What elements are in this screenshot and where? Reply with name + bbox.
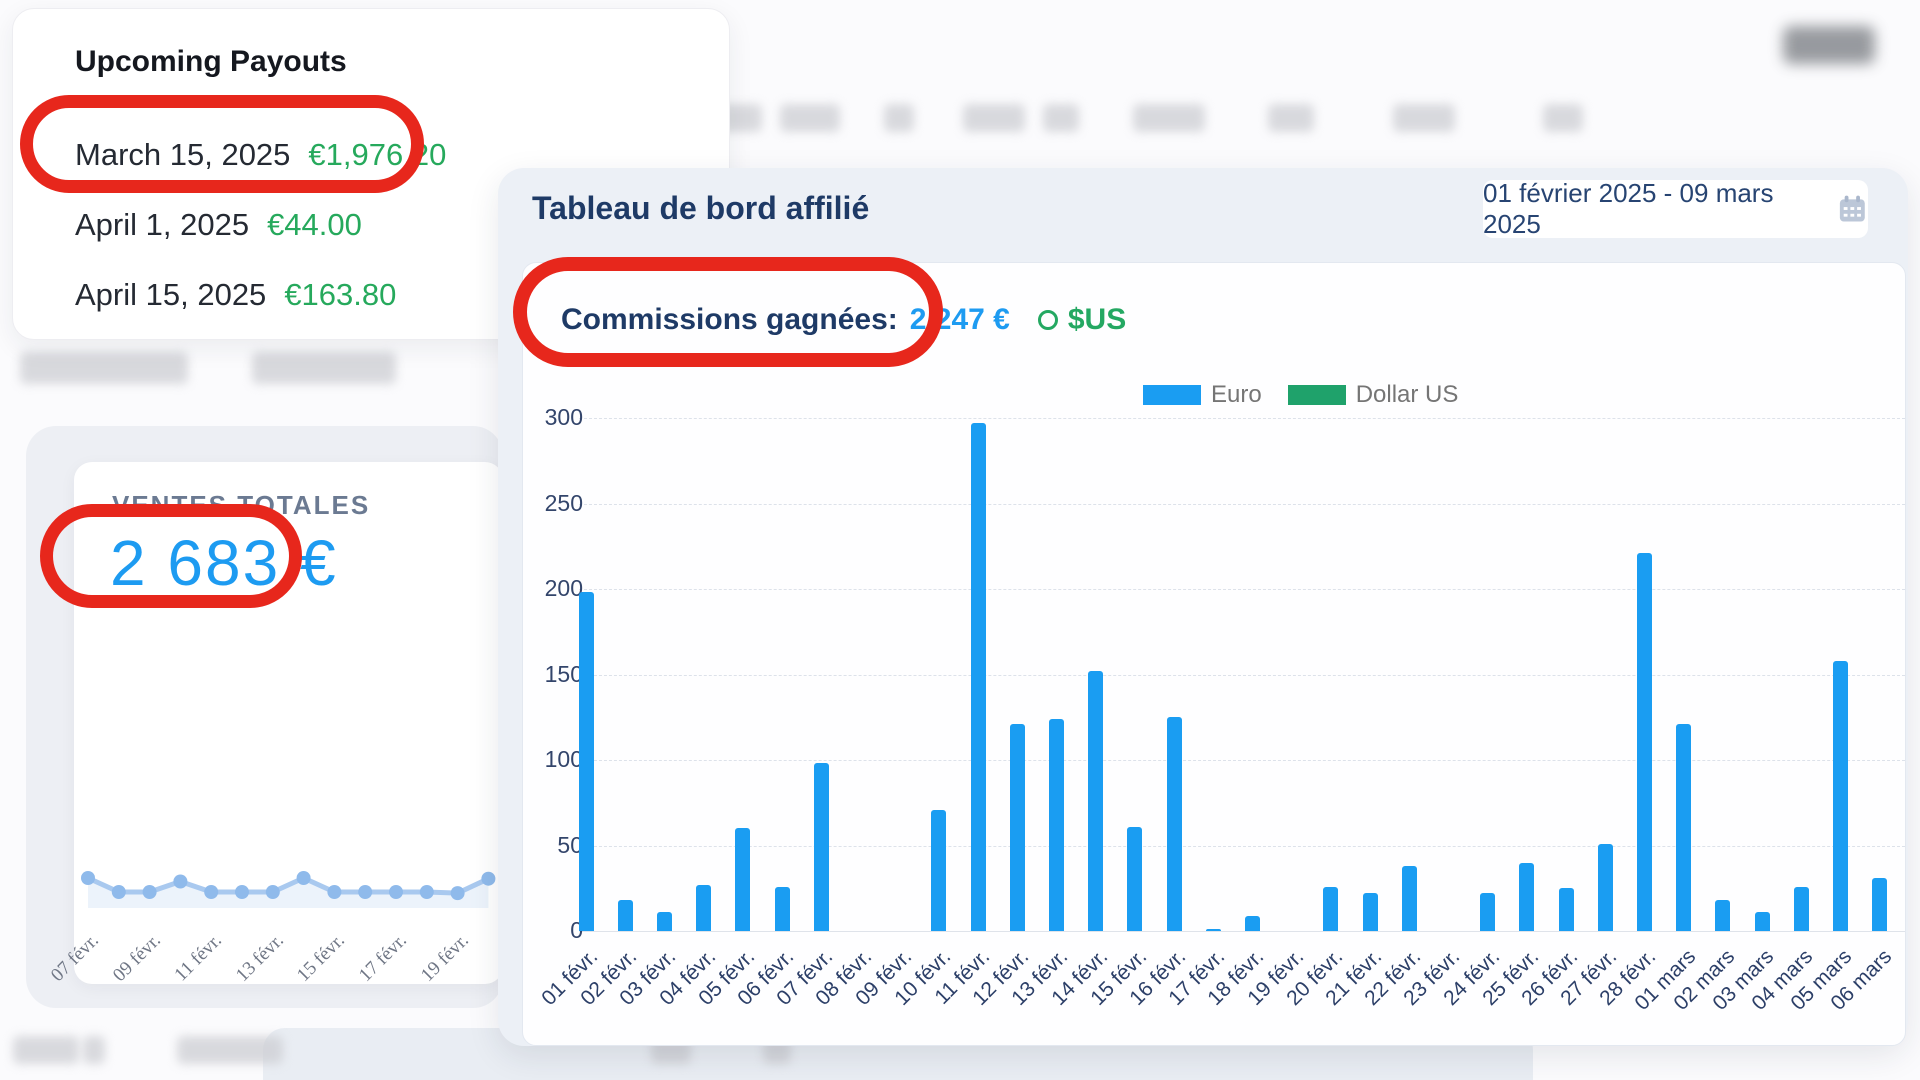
bar-euro-17 févr. bbox=[1205, 929, 1221, 931]
bar-euro-10 févr. bbox=[931, 809, 947, 931]
bar-euro-03 févr. bbox=[656, 912, 672, 931]
gridline bbox=[579, 418, 1905, 419]
date-range-picker[interactable]: 01 février 2025 - 09 mars 2025 bbox=[1483, 178, 1868, 239]
bar-euro-16 févr. bbox=[1166, 717, 1182, 931]
payouts-title: Upcoming Payouts bbox=[75, 45, 347, 78]
bar-euro-03 mars bbox=[1754, 912, 1770, 931]
commissions-chart-card: Commissions gagnées: 2 247 € $US Euro Dol… bbox=[522, 262, 1906, 1046]
blurred-text bbox=[252, 352, 396, 384]
blurred-button[interactable] bbox=[1783, 26, 1875, 64]
bar-euro-12 févr. bbox=[1009, 724, 1025, 931]
bar-euro-13 févr. bbox=[1048, 718, 1064, 931]
legend-swatch-icon bbox=[1287, 385, 1346, 405]
payout-row: April 15, 2025 €163.80 bbox=[75, 277, 396, 313]
commissions-label: Commissions gagnées: bbox=[561, 303, 898, 336]
bar-euro-11 févr. bbox=[970, 423, 986, 931]
bar-euro-06 févr. bbox=[774, 886, 790, 931]
blurred-table-header bbox=[1133, 104, 1205, 132]
legend-label: Dollar US bbox=[1355, 381, 1459, 408]
dashboard-title: Tableau de bord affilié bbox=[532, 190, 870, 226]
bar-euro-25 févr. bbox=[1519, 862, 1535, 931]
date-range-value: 01 février 2025 - 09 mars 2025 bbox=[1483, 178, 1774, 239]
bar-euro-28 févr. bbox=[1636, 553, 1652, 931]
y-axis-tick-label: 100 bbox=[544, 746, 583, 772]
gridline bbox=[579, 674, 1905, 676]
payout-date: April 15, 2025 bbox=[75, 277, 267, 312]
blurred-text bbox=[83, 1036, 105, 1064]
sales-sparkline-chart bbox=[81, 871, 496, 908]
currency-switch[interactable]: $US bbox=[1037, 303, 1127, 337]
payout-date: March 15, 2025 bbox=[75, 137, 291, 172]
gridline bbox=[579, 760, 1905, 761]
payout-date: April 1, 2025 bbox=[75, 207, 250, 242]
y-axis-tick-label: 200 bbox=[544, 575, 583, 601]
affiliate-dashboard-panel: Tableau de bord affilié 01 février 2025 … bbox=[498, 168, 1908, 1046]
chart-legend: Euro Dollar US bbox=[1143, 381, 1458, 409]
bar-euro-02 mars bbox=[1715, 900, 1731, 931]
payout-amount: €163.80 bbox=[284, 277, 397, 312]
bar-euro-02 févr. bbox=[617, 900, 633, 931]
y-axis-tick-label: 250 bbox=[544, 489, 583, 516]
y-axis-tick-label: 300 bbox=[544, 404, 583, 430]
sparkline-tick-label: 17 févr. bbox=[354, 930, 411, 986]
annotation-circle-total-sales bbox=[40, 504, 302, 608]
bar-euro-05 mars bbox=[1832, 660, 1848, 931]
blurred-text bbox=[177, 1036, 283, 1064]
gridline bbox=[579, 503, 1905, 505]
bar-chart-plot: 0 50 100 150 200 250 300 01 févr. 02 févr. 03 fév… bbox=[523, 263, 1905, 1045]
bar-euro-01 févr. bbox=[578, 592, 594, 931]
currency-dot-icon bbox=[1037, 310, 1058, 330]
sparkline-tick-label: 07 févr. bbox=[46, 930, 103, 986]
annotation-circle-payout bbox=[20, 95, 424, 193]
legend-item-dollar-us[interactable]: Dollar US bbox=[1287, 381, 1459, 409]
legend-item-euro[interactable]: Euro bbox=[1143, 381, 1262, 409]
payout-row: April 1, 2025 €44.00 bbox=[75, 207, 362, 243]
blurred-table-header bbox=[1268, 104, 1314, 132]
bar-euro-01 mars bbox=[1676, 724, 1692, 931]
alt-currency-label: $US bbox=[1067, 303, 1127, 336]
bar-euro-24 févr. bbox=[1480, 893, 1496, 931]
bar-euro-04 févr. bbox=[696, 884, 712, 931]
sparkline-tick-label: 13 févr. bbox=[231, 930, 288, 986]
bar-euro-27 févr. bbox=[1597, 843, 1613, 931]
blurred-table-header bbox=[963, 104, 1025, 132]
bar-euro-21 févr. bbox=[1362, 893, 1378, 931]
blurred-table-header bbox=[1043, 104, 1079, 132]
blurred-text bbox=[13, 1036, 79, 1064]
bar-euro-05 févr. bbox=[735, 828, 751, 931]
blurred-table-header bbox=[780, 104, 840, 132]
blurred-table-header bbox=[1543, 104, 1583, 132]
y-axis-tick-label: 0 bbox=[570, 917, 583, 943]
legend-label: Euro bbox=[1211, 381, 1262, 408]
y-axis-tick-label: 50 bbox=[557, 831, 583, 858]
bar-euro-04 mars bbox=[1793, 886, 1809, 931]
bar-euro-26 févr. bbox=[1558, 888, 1574, 931]
total-sales-panel: VENTES TOTALES 2 683 € 07 févr. 09 févr. 1… bbox=[26, 426, 503, 1008]
bar-euro-20 févr. bbox=[1323, 886, 1339, 931]
blurred-table-header bbox=[1393, 104, 1455, 132]
bar-euro-06 mars bbox=[1872, 877, 1888, 931]
bar-euro-15 févr. bbox=[1127, 826, 1143, 931]
sparkline-tick-label: 15 févr. bbox=[293, 930, 350, 986]
payout-amount: €44.00 bbox=[267, 207, 362, 242]
annotation-circle-commissions bbox=[513, 257, 943, 367]
bar-euro-07 févr. bbox=[813, 763, 829, 931]
y-axis-tick-label: 150 bbox=[544, 660, 583, 687]
bar-euro-18 févr. bbox=[1244, 915, 1260, 931]
sparkline-tick-label: 09 févr. bbox=[108, 930, 165, 986]
blurred-text bbox=[20, 352, 188, 384]
calendar-icon bbox=[1840, 195, 1866, 222]
sparkline-tick-label: 19 févr. bbox=[416, 930, 473, 986]
sparkline-tick-label: 11 févr. bbox=[170, 930, 227, 986]
gridline bbox=[579, 589, 1905, 590]
gridline bbox=[579, 845, 1905, 847]
blurred-table-header bbox=[884, 104, 914, 132]
bar-euro-14 févr. bbox=[1088, 671, 1104, 931]
bar-euro-22 févr. bbox=[1401, 866, 1417, 931]
gridline bbox=[579, 931, 1905, 932]
legend-swatch-icon bbox=[1143, 385, 1201, 405]
